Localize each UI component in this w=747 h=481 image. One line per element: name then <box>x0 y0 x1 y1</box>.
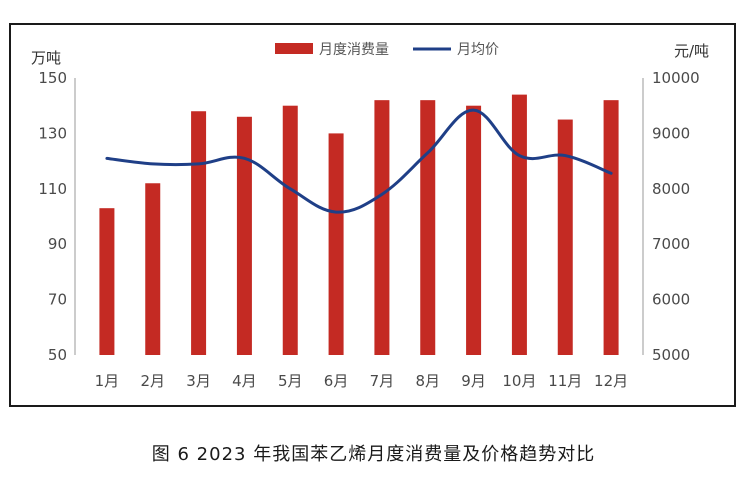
consumption-bar <box>145 183 161 355</box>
right-tick-label: 5000 <box>652 346 690 364</box>
x-tick-label: 3月 <box>186 372 211 390</box>
x-tick-label: 7月 <box>370 372 395 390</box>
price-line-path <box>105 108 613 214</box>
consumption-bar <box>236 116 252 355</box>
consumption-bar <box>420 100 436 355</box>
right-axis-unit: 元/吨 <box>674 42 709 60</box>
right-tick-label: 6000 <box>652 291 690 309</box>
consumption-bar <box>557 119 573 355</box>
legend-bar-label: 月度消费量 <box>319 42 389 58</box>
left-tick-label: 50 <box>48 346 67 364</box>
x-tick-label: 9月 <box>461 372 486 390</box>
consumption-bar <box>328 133 344 355</box>
right-ticks: 5000 6000 7000 8000 9000 10000 <box>652 69 700 364</box>
consumption-bar <box>374 100 390 355</box>
x-tick-label: 1月 <box>95 372 120 390</box>
consumption-bar <box>282 105 298 355</box>
x-tick-label: 6月 <box>324 372 349 390</box>
right-tick-label: 10000 <box>652 69 700 87</box>
x-ticks: 1月 2月 3月 4月 5月 6月 7月 8月 9月 10月 11月 12月 <box>95 372 628 390</box>
consumption-bar <box>99 208 115 355</box>
chart-frame: 月度消费量 月均价 万吨 元/吨 50 70 90 110 130 150 5000 600… <box>9 23 736 407</box>
x-tick-label: 5月 <box>278 372 303 390</box>
legend-bar-swatch <box>275 43 313 54</box>
consumption-bar <box>603 100 619 355</box>
legend: 月度消费量 月均价 <box>275 42 499 58</box>
left-tick-label: 90 <box>48 235 67 253</box>
bars <box>99 94 619 356</box>
left-tick-label: 110 <box>38 180 67 198</box>
consumption-bar <box>466 105 482 355</box>
x-tick-label: 10月 <box>502 372 536 390</box>
left-tick-label: 70 <box>48 291 67 309</box>
figure-caption: 图 6 2023 年我国苯乙烯月度消费量及价格趋势对比 <box>151 444 596 465</box>
right-tick-label: 9000 <box>652 124 690 142</box>
x-tick-label: 8月 <box>415 372 440 390</box>
left-tick-label: 130 <box>38 124 67 142</box>
consumption-bar <box>191 111 207 356</box>
consumption-bar <box>511 94 527 356</box>
x-tick-label: 4月 <box>232 372 257 390</box>
right-tick-label: 8000 <box>652 180 690 198</box>
left-tick-label: 150 <box>38 69 67 87</box>
legend-line-label: 月均价 <box>457 42 499 58</box>
price-line <box>105 108 613 214</box>
x-tick-label: 12月 <box>594 372 628 390</box>
x-tick-label: 2月 <box>140 372 165 390</box>
left-axis-unit: 万吨 <box>31 49 61 67</box>
chart-svg: 月度消费量 月均价 万吨 元/吨 50 70 90 110 130 150 5000 600… <box>31 42 709 390</box>
right-tick-label: 7000 <box>652 235 690 253</box>
left-ticks: 50 70 90 110 130 150 <box>38 69 67 364</box>
x-tick-label: 11月 <box>548 372 582 390</box>
